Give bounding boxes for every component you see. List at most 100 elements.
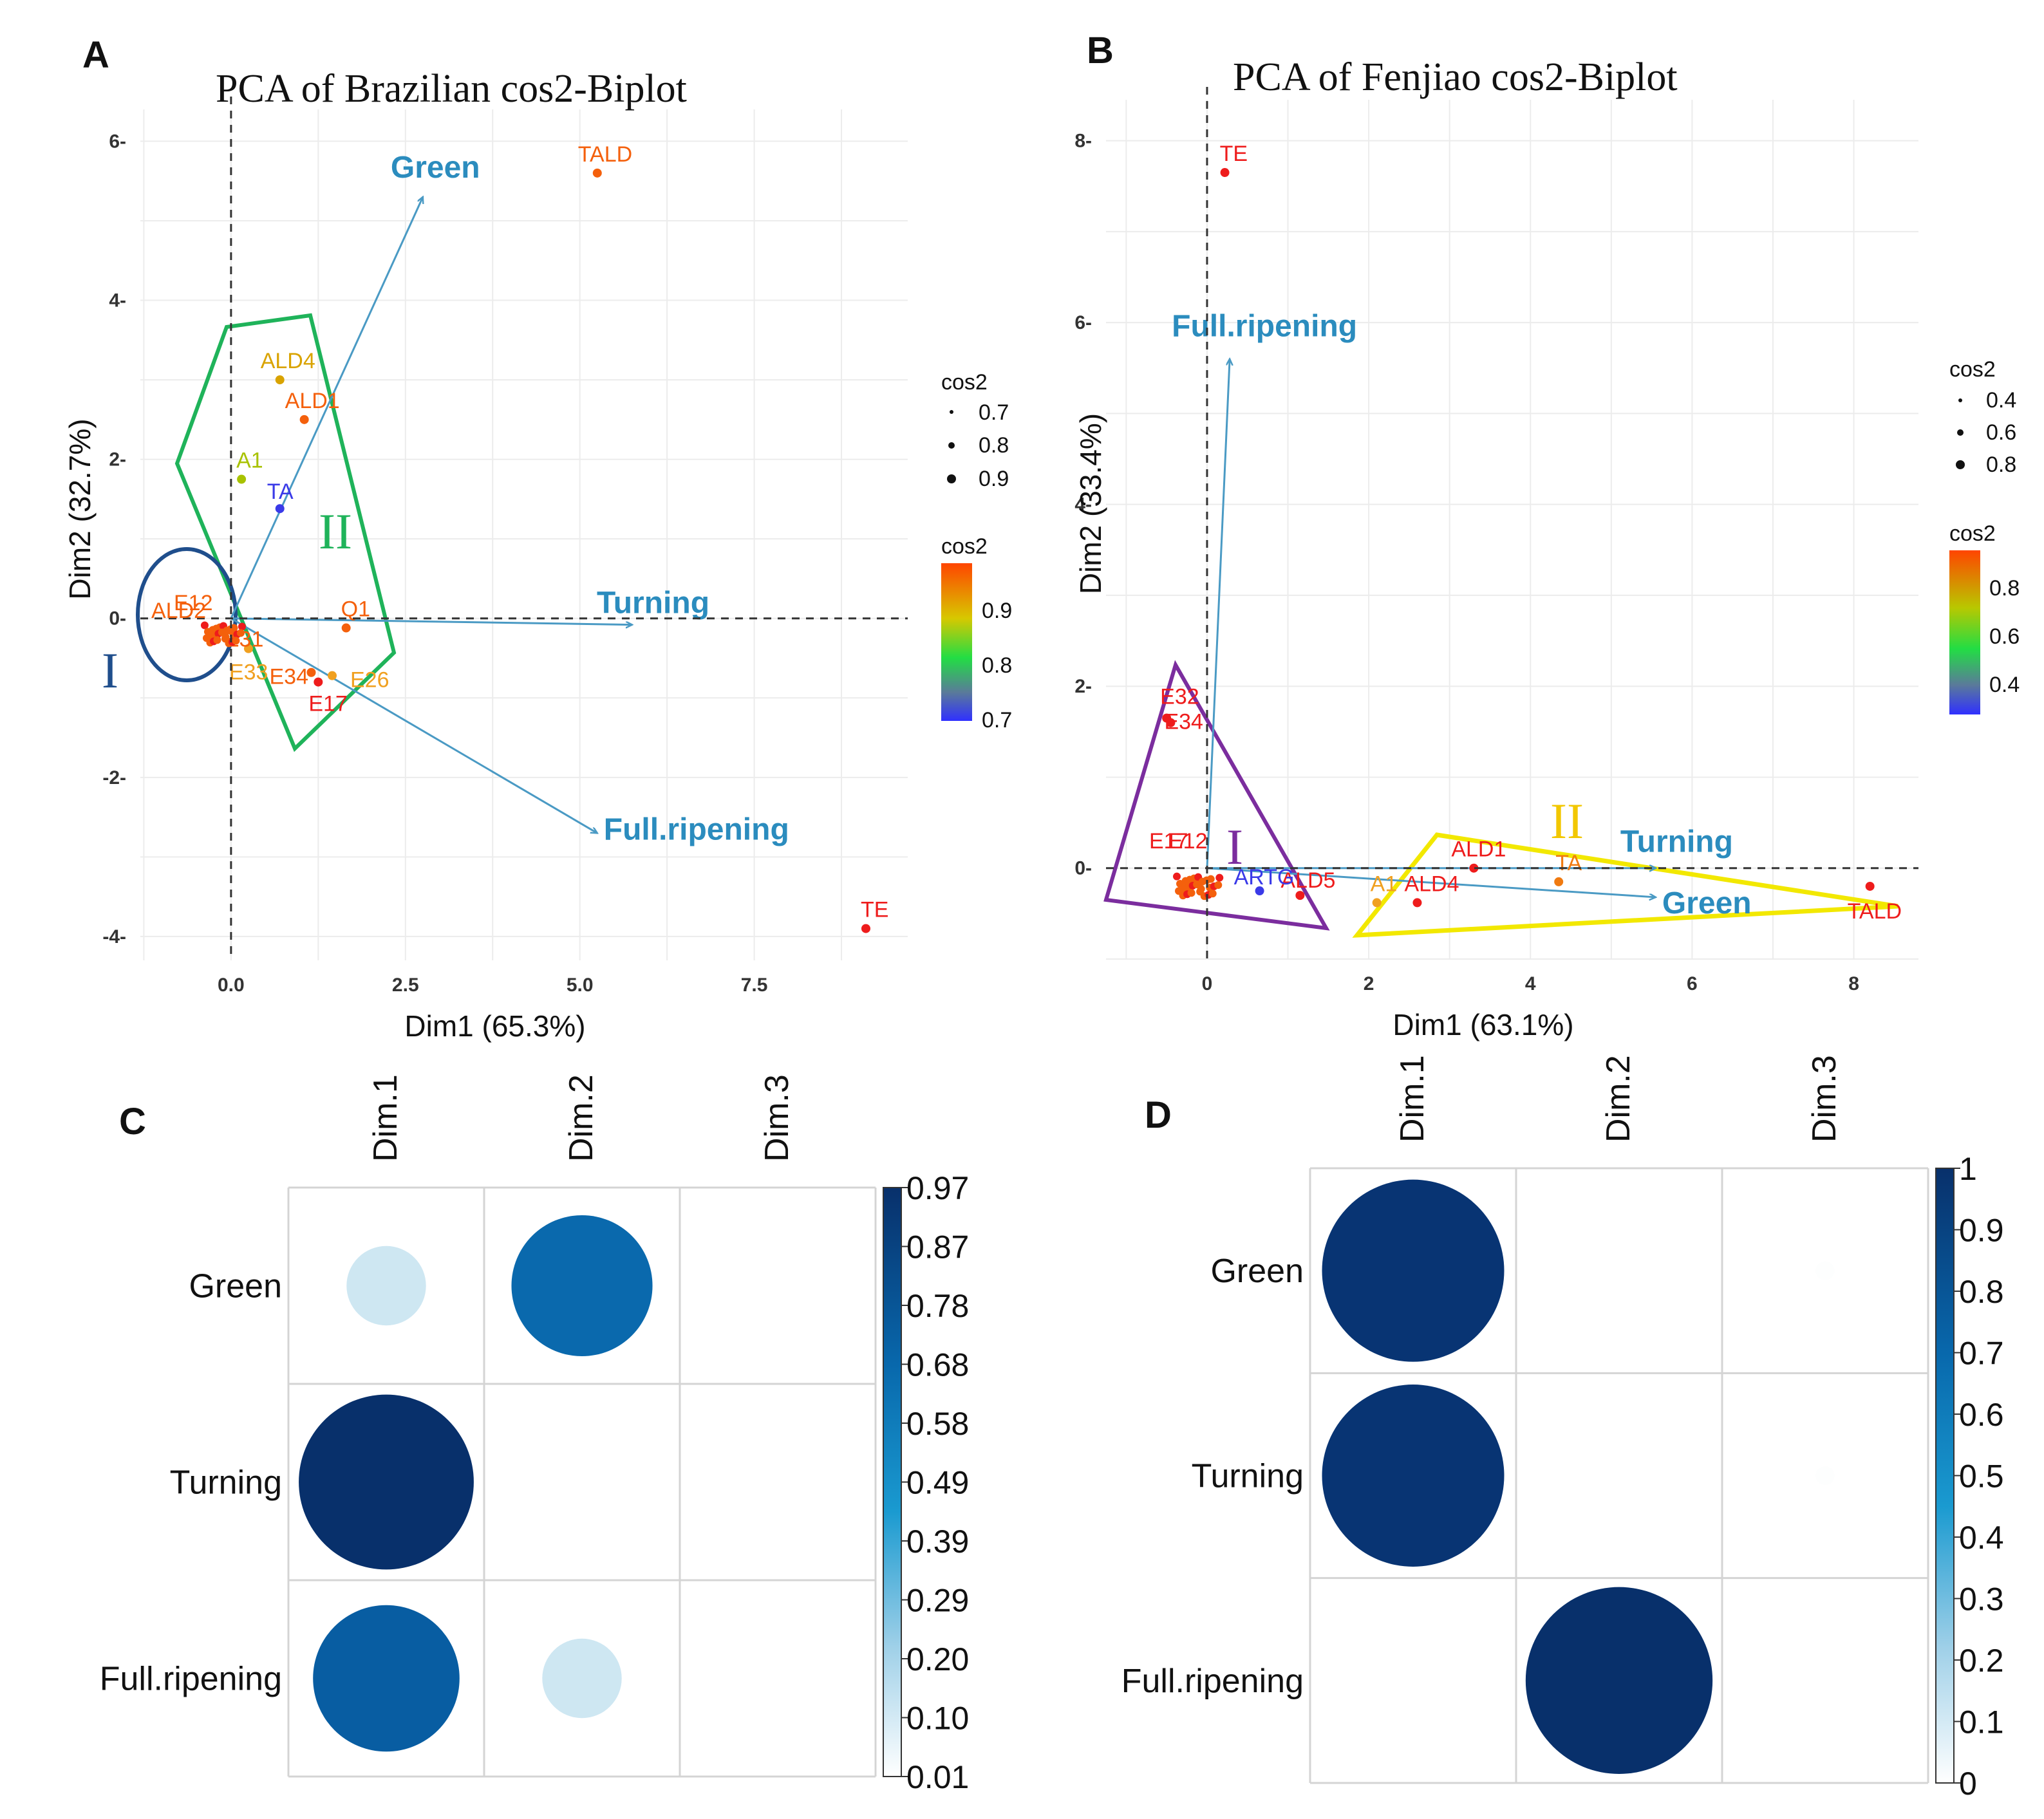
- data-point-label: E34: [1164, 710, 1203, 734]
- data-point: [1255, 886, 1264, 896]
- x-tick-label: 2.5: [392, 975, 419, 996]
- panel-a-color-legend: cos2 0.9 0.8 0.7: [941, 534, 1012, 732]
- data-point: [341, 623, 351, 633]
- colorbar-label: 0.58: [906, 1406, 969, 1442]
- x-tick-label: 0.0: [218, 975, 245, 996]
- panel-b-grid: [1106, 100, 1918, 960]
- vector-arrow: [230, 617, 597, 834]
- colorbar-label: 0.3: [1959, 1581, 2004, 1618]
- size-legend-title: cos2: [1949, 357, 1996, 382]
- size-legend-value: 0.4: [1986, 388, 2016, 413]
- vector-label: Full.ripening: [1172, 310, 1357, 344]
- corr-column-label: Dim.3: [1806, 1055, 1843, 1143]
- data-point-label: ALD1: [285, 389, 340, 413]
- data-point: [1220, 168, 1230, 178]
- corr-circle: [511, 1215, 653, 1357]
- size-legend-dot: [950, 410, 953, 414]
- panel-b-size-legend: cos2 0.4 0.6 0.8: [1949, 357, 2016, 477]
- y-axis-label: Dim2 (32.7%): [63, 418, 97, 599]
- corr-column-label: Dim.2: [1600, 1055, 1637, 1143]
- panel-d-circles: [1322, 1179, 1835, 1774]
- corr-circle: [1322, 1179, 1505, 1362]
- vector-label: Full.ripening: [604, 812, 789, 846]
- data-point: [1372, 898, 1382, 908]
- group-ii-label: II: [1550, 793, 1584, 849]
- cluster-point: [1187, 889, 1195, 897]
- group-i-triangle: [1103, 660, 1330, 931]
- panel-c-labels: Dim.1 Dim.2 Dim.3 Green Turning Full.ripening: [100, 1074, 796, 1697]
- x-tick-label: 6: [1687, 973, 1698, 994]
- data-point-label: ALD4: [1404, 872, 1459, 896]
- size-legend-value: 0.7: [979, 400, 1009, 425]
- corr-circle: [769, 1473, 787, 1491]
- panel-a: A PCA of Brazilian cos2-Biplot I II Gree…: [63, 34, 1012, 1043]
- panel-b-group-shapes: I II: [1103, 660, 1899, 938]
- panel-letter-b: B: [1087, 30, 1114, 71]
- y-tick-label: 6-: [109, 131, 126, 152]
- color-legend-title: cos2: [1949, 521, 1996, 546]
- cluster-point: [213, 636, 221, 644]
- panel-c: C Dim.1 Dim.2 Dim.3 Green Turning Full.ripeni…: [100, 1074, 970, 1795]
- cluster-label: E12: [1168, 829, 1208, 854]
- data-point-label: TA: [267, 480, 294, 504]
- data-point-label: TE: [1220, 142, 1248, 166]
- cluster-point: [200, 621, 209, 630]
- x-tick-label: 5.0: [567, 975, 594, 996]
- y-tick-label: 0-: [109, 608, 126, 630]
- panel-d-labels: Dim.1 Dim.2 Dim.3 Green Turning Full.ripening: [1121, 1055, 1843, 1700]
- data-point: [314, 677, 323, 687]
- corr-circle: [1525, 1587, 1713, 1774]
- colorbar-label: 0.4: [1959, 1520, 2004, 1556]
- vector-arrow: [230, 197, 423, 619]
- x-tick-label: 7.5: [741, 975, 768, 996]
- data-point-label: TALD: [578, 142, 632, 167]
- corr-column-label: Dim.3: [758, 1074, 796, 1162]
- data-point: [1865, 881, 1875, 891]
- corr-circle: [1322, 1385, 1505, 1567]
- panel-d-grid: [1309, 1167, 1929, 1784]
- data-point: [299, 415, 309, 424]
- data-point: [1412, 898, 1422, 908]
- corr-circle: [313, 1605, 460, 1752]
- panel-a-title: PCA of Brazilian cos2-Biplot: [216, 67, 687, 111]
- y-tick-label: 8-: [1074, 131, 1092, 152]
- panel-a-size-legend: cos2 0.7 0.8 0.9: [941, 370, 1009, 491]
- panel-b: B PCA of Fenjiao cos2-Biplot I II Full.r…: [1074, 30, 2020, 1041]
- corr-row-label: Full.ripening: [1121, 1663, 1304, 1700]
- colorbar-label: 0.39: [906, 1524, 969, 1560]
- data-point-label: ALD4: [261, 349, 315, 373]
- y-tick-label: -4-: [102, 926, 126, 947]
- cluster-point: [1214, 881, 1223, 889]
- size-legend-value: 0.8: [979, 433, 1009, 458]
- x-tick-label: 8: [1848, 973, 1859, 994]
- color-legend-value: 0.7: [982, 708, 1012, 732]
- x-tick-label: 4: [1525, 973, 1536, 994]
- corr-circle: [1815, 1261, 1835, 1280]
- colorbar-label: 0.9: [1959, 1213, 2004, 1249]
- corr-row-label: Green: [1210, 1253, 1304, 1290]
- panel-letter-a: A: [82, 34, 109, 76]
- y-tick-label: -2-: [102, 767, 126, 788]
- size-legend-dot: [1958, 398, 1962, 402]
- colorbar-label: 0.49: [906, 1465, 969, 1501]
- data-point-label: ALD1: [1451, 837, 1506, 862]
- panel-c-colorbar-labels: 0.97 0.87 0.78 0.68 0.58 0.49 0.39 0.29 0.20 0.10…: [901, 1170, 969, 1795]
- data-point: [1469, 863, 1479, 873]
- cluster-point: [1215, 873, 1224, 882]
- vector-label: Green: [391, 151, 480, 185]
- data-point: [275, 504, 285, 514]
- data-point-label: TA: [1555, 851, 1582, 875]
- panel-d-colorbar-labels: 1 0.9 0.8 0.7 0.6 0.5 0.4 0.3 0.2 0.1 0: [1954, 1151, 2004, 1802]
- color-legend-title: cos2: [941, 534, 988, 559]
- panel-c-colorbar: [883, 1187, 902, 1777]
- data-point-label: ALD5: [1280, 868, 1335, 893]
- y-tick-label: 6-: [1074, 312, 1092, 333]
- data-point: [1295, 891, 1305, 900]
- corr-row-label: Turning: [170, 1464, 282, 1502]
- group-ii-label: II: [319, 503, 352, 559]
- data-point-label: E32: [1160, 685, 1199, 709]
- x-axis-label: Dim1 (63.1%): [1392, 1008, 1573, 1041]
- corr-circle: [1815, 1466, 1835, 1486]
- y-axis-label: Dim2 (33.4%): [1074, 413, 1107, 594]
